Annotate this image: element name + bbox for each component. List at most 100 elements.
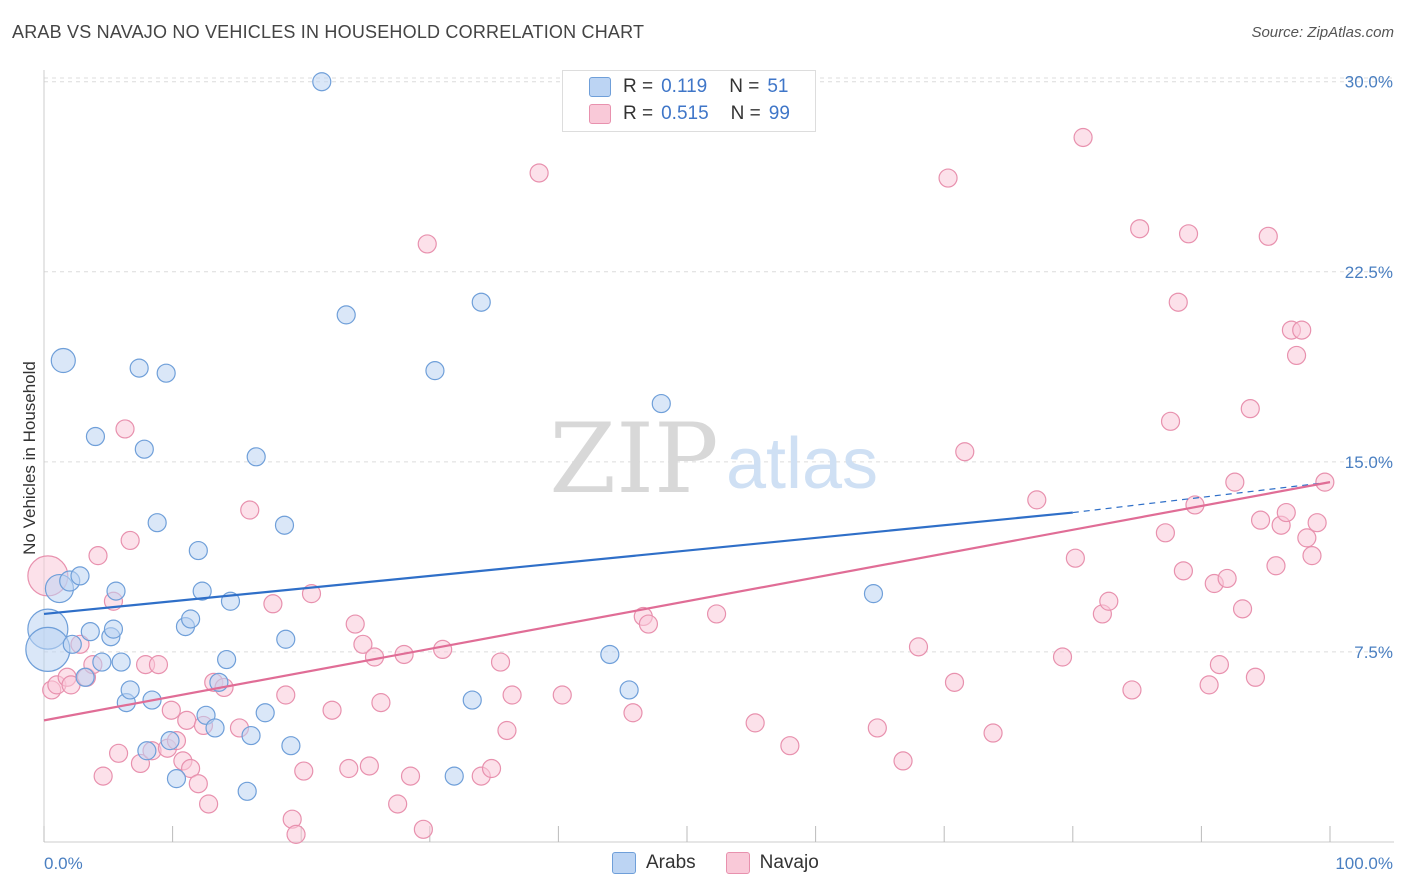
navajo-point-44 bbox=[388, 794, 408, 814]
navajo-point-32 bbox=[276, 685, 296, 705]
navajo-point-47 bbox=[413, 819, 433, 839]
arabs-point-13 bbox=[106, 581, 126, 601]
navajo-point-9 bbox=[93, 766, 113, 786]
navajo-point-62 bbox=[780, 736, 800, 756]
navajo-point-101 bbox=[1302, 546, 1322, 566]
arabs-point-17 bbox=[129, 358, 149, 378]
navajo-point-76 bbox=[1122, 680, 1142, 700]
navajo-point-78 bbox=[1155, 523, 1175, 543]
arabs-legend-label: Arabs bbox=[646, 852, 696, 873]
legend-r-label: R = bbox=[623, 103, 654, 124]
navajo-point-55 bbox=[529, 163, 549, 183]
navajo-point-41 bbox=[359, 756, 379, 776]
navajo-point-40 bbox=[353, 634, 373, 654]
arabs-point-46 bbox=[471, 292, 491, 312]
navajo-point-61 bbox=[745, 713, 765, 733]
legend-n-label: N = bbox=[730, 103, 761, 124]
navajo-point-87 bbox=[1217, 568, 1237, 589]
arabs-point-34 bbox=[237, 781, 257, 801]
y-tick-label-1: 15.0% bbox=[1345, 453, 1393, 472]
arabs-point-42 bbox=[336, 305, 356, 325]
navajo-point-92 bbox=[1250, 510, 1271, 530]
navajo-point-11 bbox=[108, 743, 129, 763]
series-legend: Arabs Navajo bbox=[612, 852, 819, 874]
x-tick-label-100: 100.0% bbox=[1335, 854, 1393, 873]
navajo-point-35 bbox=[294, 761, 314, 781]
navajo-swatch bbox=[589, 104, 611, 124]
arabs-point-21 bbox=[147, 513, 167, 533]
navajo-point-8 bbox=[88, 546, 108, 566]
arabs-point-12 bbox=[103, 619, 124, 639]
x-tick-label-0: 0.0% bbox=[44, 854, 83, 873]
arabs-point-47 bbox=[600, 644, 620, 665]
arabs-point-48 bbox=[619, 680, 639, 700]
navajo-point-69 bbox=[983, 723, 1003, 743]
navajo-legend-label: Navajo bbox=[759, 852, 819, 873]
navajo-point-73 bbox=[1073, 127, 1093, 148]
navajo-point-88 bbox=[1225, 472, 1245, 492]
arabs-point-23 bbox=[160, 731, 180, 751]
arabs-points bbox=[25, 72, 884, 801]
navajo-point-82 bbox=[1178, 224, 1199, 244]
navajo-point-23 bbox=[181, 758, 201, 779]
navajo-trend-line bbox=[43, 481, 1331, 722]
y-tick-label-3: 30.0% bbox=[1345, 73, 1393, 92]
y-tick-labels: 7.5% 15.0% 22.5% 30.0% bbox=[1345, 73, 1393, 662]
navajo-point-31 bbox=[263, 594, 283, 614]
arabs-point-7 bbox=[75, 667, 95, 687]
navajo-point-93 bbox=[1258, 226, 1278, 246]
navajo-point-91 bbox=[1245, 667, 1266, 687]
navajo-point-36 bbox=[301, 584, 322, 604]
navajo-point-89 bbox=[1232, 599, 1253, 619]
navajo-point-68 bbox=[955, 442, 975, 462]
navajo-point-34 bbox=[286, 824, 306, 844]
navajo-point-57 bbox=[623, 703, 643, 723]
navajo-point-67 bbox=[944, 672, 965, 692]
arabs-point-44 bbox=[444, 766, 464, 786]
navajo-point-43 bbox=[371, 693, 391, 713]
arabs-point-43 bbox=[425, 361, 445, 381]
navajo-point-37 bbox=[322, 700, 342, 720]
navajo-point-71 bbox=[1052, 647, 1073, 667]
navajo-point-96 bbox=[1276, 502, 1296, 523]
arabs-point-28 bbox=[192, 581, 212, 601]
arabs-point-10 bbox=[92, 652, 112, 672]
navajo-point-77 bbox=[1130, 219, 1150, 239]
legend-n-label: N = bbox=[729, 76, 760, 97]
legend-r-label: R = bbox=[623, 76, 654, 97]
watermark-atlas: atlas bbox=[726, 424, 878, 504]
arabs-point-45 bbox=[462, 690, 482, 710]
arabs-point-50 bbox=[863, 584, 884, 604]
legend-row-arabs: R = 0.119 N = 51 bbox=[589, 75, 789, 99]
navajo-point-72 bbox=[1065, 548, 1085, 568]
arabs-point-40 bbox=[281, 736, 301, 756]
arabs-point-38 bbox=[274, 515, 295, 535]
navajo-n-value: 99 bbox=[768, 103, 790, 124]
navajo-point-39 bbox=[345, 614, 365, 634]
navajo-point-63 bbox=[867, 718, 887, 738]
axes bbox=[43, 70, 1394, 843]
navajo-point-59 bbox=[638, 614, 659, 634]
navajo-point-90 bbox=[1240, 399, 1260, 419]
navajo-point-53 bbox=[497, 720, 517, 741]
arabs-point-14 bbox=[111, 652, 131, 672]
navajo-point-26 bbox=[199, 794, 219, 814]
navajo-point-13 bbox=[120, 530, 140, 551]
stats-legend: R = 0.119 N = 51 R = 0.515 N = 99 bbox=[562, 70, 816, 132]
navajo-point-79 bbox=[1160, 411, 1181, 431]
arabs-point-35 bbox=[241, 725, 261, 746]
y-tick-label-0: 7.5% bbox=[1354, 643, 1393, 662]
navajo-point-38 bbox=[339, 758, 359, 779]
arabs-point-24 bbox=[166, 769, 187, 789]
navajo-point-99 bbox=[1292, 320, 1312, 340]
arabs-point-16 bbox=[120, 680, 140, 700]
arabs-r-value: 0.119 bbox=[661, 76, 708, 97]
arabs-point-3 bbox=[50, 347, 76, 374]
navajo-point-22 bbox=[177, 710, 197, 730]
navajo-point-70 bbox=[1027, 490, 1047, 510]
arabs-point-39 bbox=[276, 629, 296, 649]
arabs-point-32 bbox=[217, 649, 237, 670]
navajo-point-100 bbox=[1297, 528, 1317, 548]
navajo-legend-swatch bbox=[725, 852, 750, 874]
